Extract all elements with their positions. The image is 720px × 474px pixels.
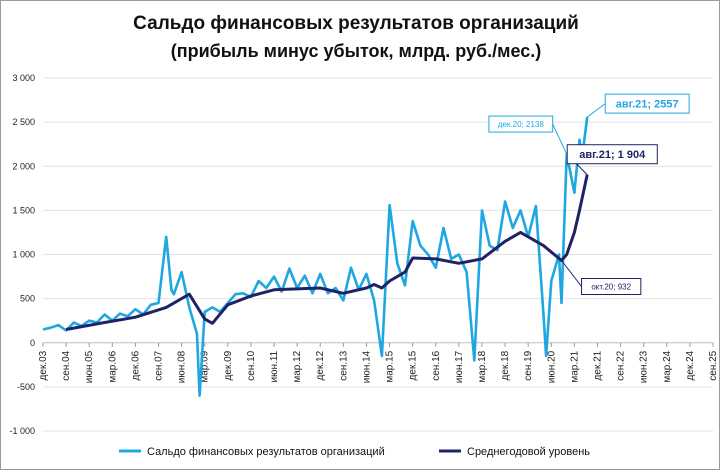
x-tick-label: мар.24 <box>662 350 673 382</box>
x-tick-label: мар.21 <box>569 350 580 382</box>
annotation-label: авг.21; 1 904 <box>579 149 646 161</box>
y-tick-label: 500 <box>20 294 35 304</box>
chart-subtitle: (прибыль минус убыток, млрд. руб./мес.) <box>171 41 542 61</box>
x-tick-label: дек.06 <box>130 350 141 380</box>
y-tick-label: 3 000 <box>12 73 35 83</box>
x-tick-label: сен.19 <box>523 350 534 380</box>
y-tick-label: -500 <box>17 382 35 392</box>
x-tick-label: июн.23 <box>639 350 650 383</box>
x-tick-label: сен.22 <box>616 350 627 380</box>
x-tick-label: дек.09 <box>223 350 234 380</box>
x-axis-ticks: дек.03 сен.04 июн.05 мар.06 дек.06 сен.07 июн.… <box>38 342 719 383</box>
x-tick-label: мар.09 <box>200 350 211 382</box>
x-tick-label: сен.16 <box>431 350 442 380</box>
x-tick-label: мар.12 <box>292 350 303 382</box>
x-tick-label: сен.04 <box>61 350 72 380</box>
x-tick-label: дек.12 <box>315 350 326 380</box>
annotation-leader <box>561 260 582 287</box>
x-tick-label: дек.21 <box>592 350 603 380</box>
y-tick-label: -1 000 <box>9 426 35 436</box>
annotation-leader <box>586 103 606 118</box>
legend-label-series-0: Сальдо финансовых результатов организаци… <box>147 446 385 458</box>
x-tick-label: сен.10 <box>246 350 257 380</box>
annotation-leader <box>552 123 568 155</box>
x-tick-label: мар.15 <box>385 350 396 382</box>
x-tick-label: сен.25 <box>708 350 719 380</box>
chart-title: Сальдо финансовых результатов организаци… <box>133 13 579 34</box>
x-tick-label: июн.08 <box>177 350 188 383</box>
x-tick-label: дек.24 <box>685 350 696 380</box>
x-tick-label: сен.13 <box>338 350 349 380</box>
series-line-0 <box>42 116 589 397</box>
x-tick-label: дек.03 <box>38 350 49 380</box>
x-tick-label: июн.20 <box>546 350 557 383</box>
y-tick-label: 2 500 <box>12 117 35 127</box>
y-axis-ticks: -1 000 -500 0 500 1 000 1 500 2 000 2 500 3 000 <box>9 73 35 436</box>
annotation-box <box>488 115 554 133</box>
x-tick-label: дек.15 <box>408 350 419 380</box>
series-lines <box>42 116 589 397</box>
y-tick-label: 1 000 <box>12 250 35 260</box>
annotation-label: окт.20; 932 <box>591 282 631 291</box>
annotations: авг.21; 2557 дек.20; 2138 авг.21; 1 904 окт… <box>488 93 690 296</box>
x-tick-label: июн.05 <box>84 350 95 383</box>
x-tick-label: сен.07 <box>154 350 165 380</box>
legend: Сальдо финансовых результатов организаци… <box>119 446 590 458</box>
y-tick-label: 1 500 <box>12 205 35 215</box>
x-tick-label: июн.11 <box>269 350 280 382</box>
y-tick-label: 0 <box>30 338 35 348</box>
x-tick-label: июн.17 <box>454 350 465 383</box>
annotation-label: дек.20; 2138 <box>498 120 545 129</box>
x-tick-label: мар.18 <box>477 350 488 382</box>
x-tick-label: дек.18 <box>500 350 511 380</box>
legend-label-series-1: Среднегодовой уровень <box>467 446 590 458</box>
x-tick-label: июн.14 <box>361 350 372 383</box>
annotation-box <box>604 93 690 114</box>
grid <box>43 77 713 432</box>
y-tick-label: 2 000 <box>12 161 35 171</box>
annotation-label: авг.21; 2557 <box>616 99 679 111</box>
x-tick-label: мар.06 <box>107 350 118 382</box>
annotation-box <box>581 278 642 296</box>
annotation-box <box>566 144 658 165</box>
series-line-1 <box>65 174 589 331</box>
